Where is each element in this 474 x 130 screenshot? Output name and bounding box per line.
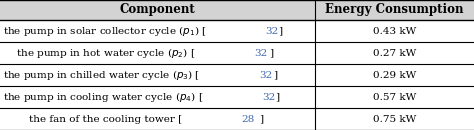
Text: 32: 32 <box>259 70 272 80</box>
Text: the pump in solar collector cycle ($p_1$) [: the pump in solar collector cycle ($p_1$… <box>3 24 207 38</box>
Text: the pump in cooling water cycle ($p_4$) [: the pump in cooling water cycle ($p_4$) … <box>3 90 203 104</box>
Text: ]: ] <box>273 70 277 80</box>
Text: 0.75 kW: 0.75 kW <box>373 115 416 124</box>
Text: Component: Component <box>119 4 195 17</box>
Text: 0.29 kW: 0.29 kW <box>373 70 416 80</box>
Text: 32: 32 <box>265 27 279 35</box>
Text: the fan of the cooling tower [: the fan of the cooling tower [ <box>3 115 182 124</box>
Text: 0.43 kW: 0.43 kW <box>373 27 416 35</box>
Text: ]: ] <box>278 27 282 35</box>
Bar <box>0 0 474 20</box>
Text: 28: 28 <box>241 115 254 124</box>
Text: ]: ] <box>259 115 263 124</box>
Text: ]: ] <box>269 48 273 57</box>
Text: 32: 32 <box>254 48 267 57</box>
Text: 32: 32 <box>262 93 275 102</box>
Text: 0.57 kW: 0.57 kW <box>373 93 416 102</box>
Text: the pump in chilled water cycle ($p_3$) [: the pump in chilled water cycle ($p_3$) … <box>3 68 200 82</box>
Text: Energy Consumption: Energy Consumption <box>325 4 464 17</box>
Text: 0.27 kW: 0.27 kW <box>373 48 416 57</box>
Text: ]: ] <box>275 93 280 102</box>
Text: the pump in hot water cycle ($p_2$) [: the pump in hot water cycle ($p_2$) [ <box>3 46 195 60</box>
